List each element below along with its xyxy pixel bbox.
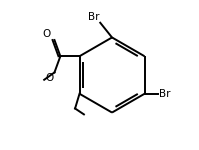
Text: O: O [46, 73, 54, 83]
Text: O: O [43, 29, 51, 39]
Text: Br: Br [159, 89, 170, 99]
Text: Br: Br [88, 12, 100, 22]
